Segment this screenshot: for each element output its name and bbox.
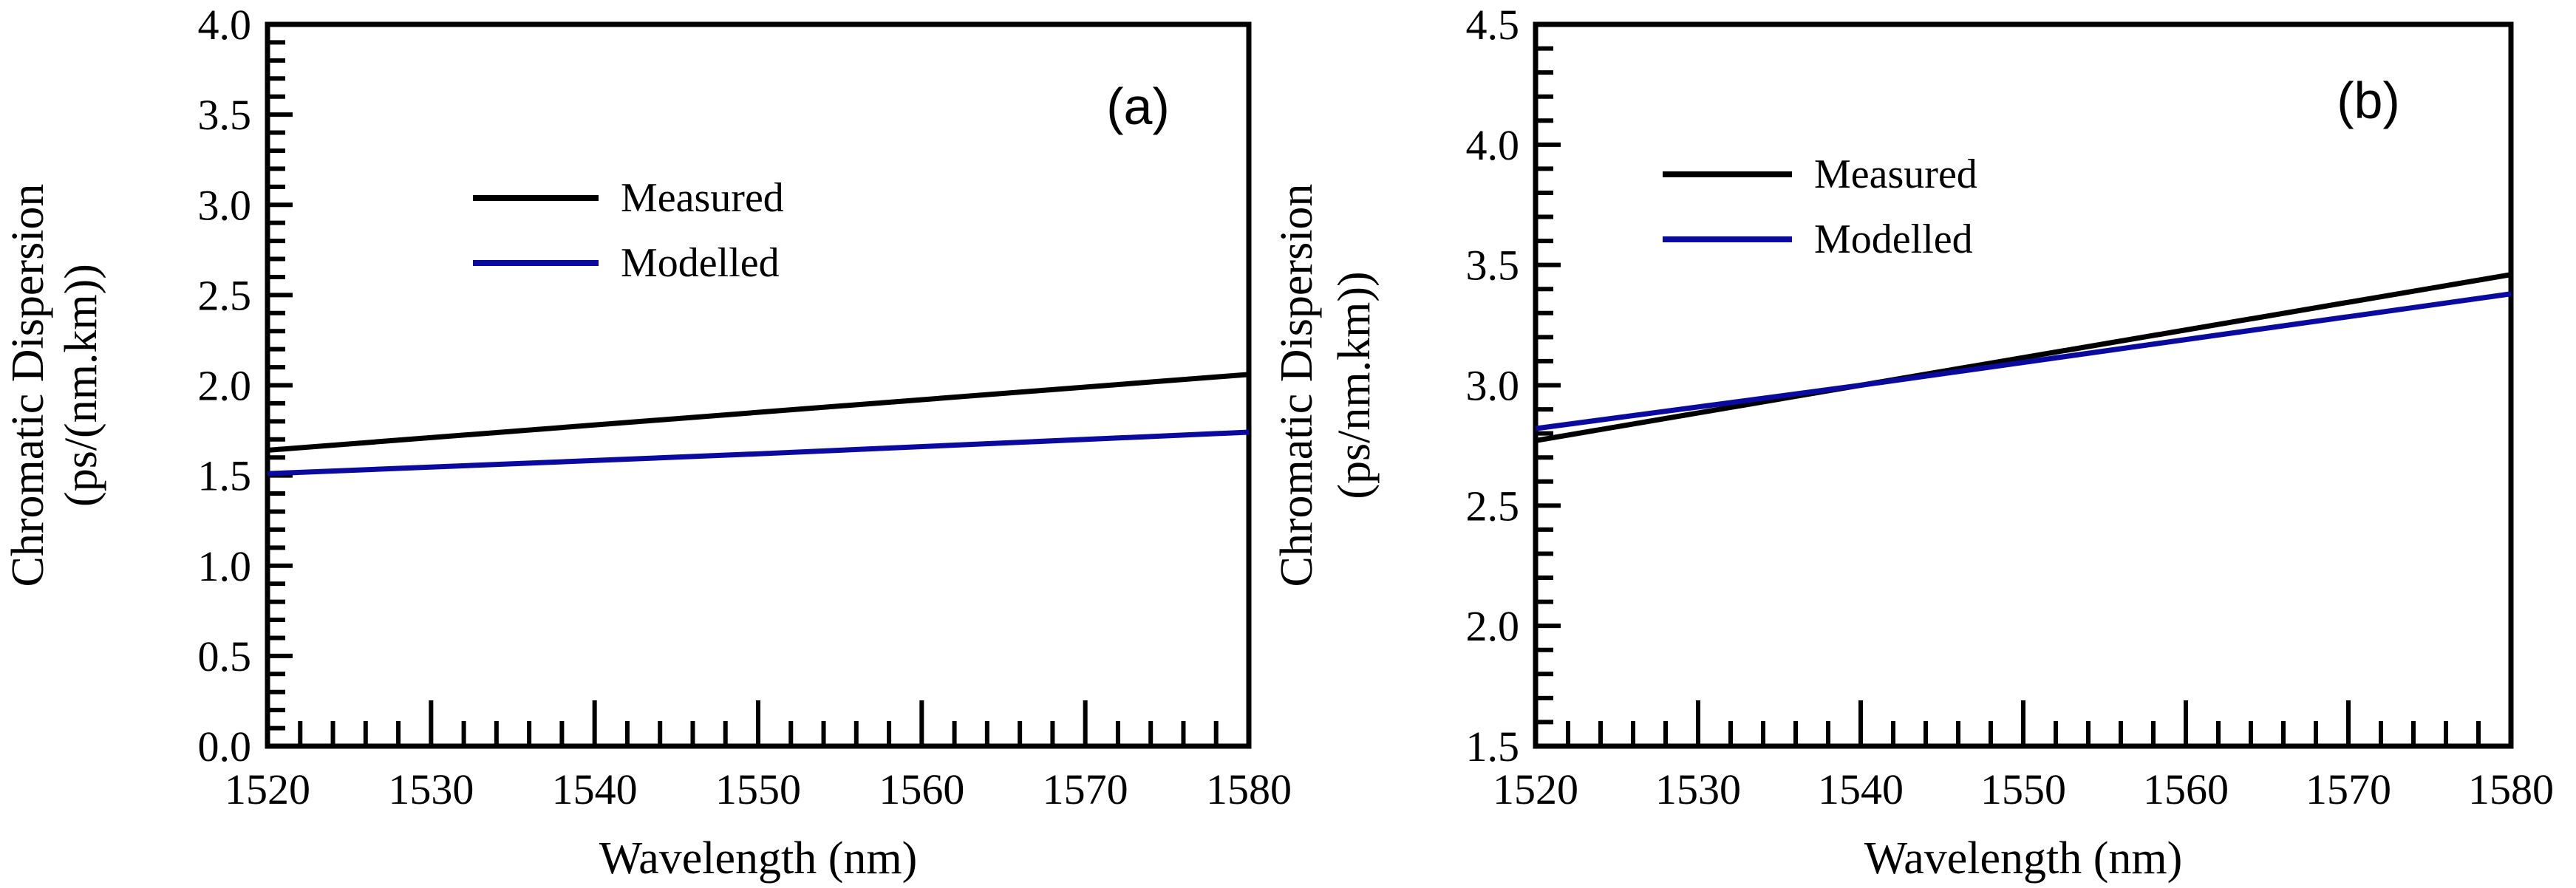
series-line-measured <box>1535 272 2512 443</box>
panel-label: (a) <box>1106 78 1170 135</box>
x-tick-label: 1530 <box>388 765 474 813</box>
x-tick-label: 1530 <box>1655 765 1741 813</box>
x-tick-label: 1550 <box>1980 765 2066 813</box>
y-axis-title-line1: Chromatic Dispersion <box>1272 184 1322 587</box>
y-tick-label: 2.5 <box>198 271 252 319</box>
y-tick-label: 1.0 <box>198 542 252 590</box>
x-axis-title: Wavelength (nm) <box>599 833 918 884</box>
series-line-measured <box>267 372 1250 453</box>
y-axis-title-line1: Chromatic Dispersion <box>3 184 53 587</box>
y-tick-label: 0.5 <box>198 632 252 680</box>
y-tick-label: 2.0 <box>1466 602 1520 650</box>
legend-label-modelled: Modelled <box>1814 216 1973 262</box>
y-tick-label: 2.5 <box>1466 482 1520 530</box>
x-tick-label: 1560 <box>2143 765 2229 813</box>
legend-label-measured: Measured <box>621 175 784 221</box>
x-tick-label: 1520 <box>1493 765 1578 813</box>
chart-panel-a: 0.0 0.5 1.0 1.5 2.0 2.5 3.0 3.5 4.0 1520 1530 1540 1… <box>3 1 1292 884</box>
y-tick-label: 3.0 <box>198 181 252 229</box>
x-tick-label: 1550 <box>715 765 801 813</box>
series-line-modelled <box>1535 291 2512 431</box>
y-tick-label: 1.5 <box>1466 723 1520 771</box>
y-tick-label: 3.5 <box>198 91 252 139</box>
x-tick-label: 1560 <box>879 765 964 813</box>
y-tick-label: 1.5 <box>198 452 252 500</box>
x-tick-label: 1570 <box>1043 765 1128 813</box>
series-line-modelled <box>267 429 1250 477</box>
panel-label: (b) <box>2337 72 2400 129</box>
y-axis-title-line2: (ps/(nm.km)) <box>56 264 106 507</box>
x-tick-label: 1580 <box>2468 765 2554 813</box>
x-tick-label: 1540 <box>1818 765 1904 813</box>
y-tick-label: 3.0 <box>1466 362 1520 410</box>
plot-frame <box>1533 21 2514 749</box>
x-axis-title: Wavelength (nm) <box>1864 833 2183 884</box>
y-axis-title-line2: (ps/nm.km)) <box>1329 271 1380 499</box>
x-tick-label: 1520 <box>225 765 310 813</box>
y-tick-label: 4.0 <box>1466 121 1520 169</box>
y-tick-label: 4.0 <box>198 1 252 49</box>
chart-panel-b: 1.5 2.0 2.5 3.0 3.5 4.0 4.5 1520 1530 1540 1550 156… <box>1272 1 2554 884</box>
legend-label-measured: Measured <box>1814 151 1977 197</box>
y-tick-label: 2.0 <box>198 362 252 410</box>
x-tick-label: 1580 <box>1206 765 1292 813</box>
x-tick-label: 1540 <box>552 765 638 813</box>
legend-label-modelled: Modelled <box>621 240 780 286</box>
y-tick-label: 3.5 <box>1466 242 1520 290</box>
y-tick-label: 0.0 <box>198 723 252 771</box>
y-tick-label: 4.5 <box>1466 1 1520 49</box>
x-tick-label: 1570 <box>2306 765 2391 813</box>
